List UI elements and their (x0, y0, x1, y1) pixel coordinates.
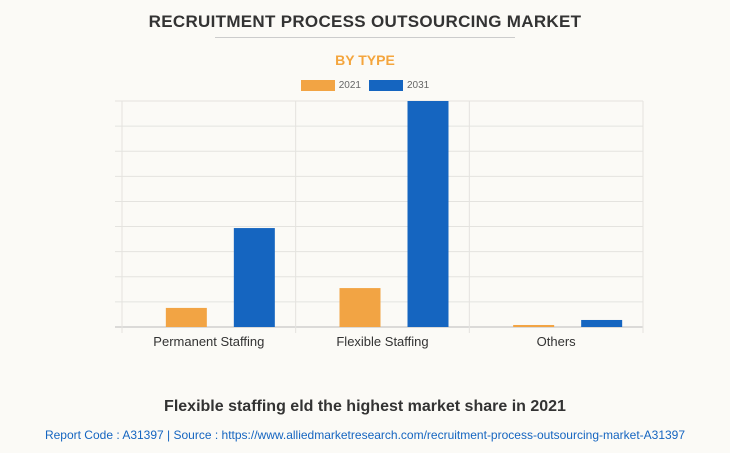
title-divider (215, 37, 515, 38)
legend-item-2021[interactable]: 2021 (300, 80, 361, 91)
x-tick-label: Flexible Staffing (336, 334, 428, 349)
legend-label: 2021 (338, 80, 361, 91)
chart-title: RECRUITMENT PROCESS OUTSOURCING MARKET (148, 12, 582, 31)
bar-2021-2 (513, 324, 555, 327)
bar-2031-0 (233, 228, 275, 327)
legend-swatch (369, 80, 403, 91)
bar-2021-1 (339, 288, 381, 327)
legend: 2021 2031 (0, 80, 730, 91)
x-tick-label: Permanent Staffing (153, 334, 264, 349)
legend-swatch (300, 80, 335, 91)
x-tick-label: Others (537, 334, 577, 349)
bar-2021-0 (165, 307, 207, 327)
bar-2031-1 (407, 101, 449, 327)
source-footer[interactable]: Report Code : A31397 | Source : https://… (44, 428, 686, 442)
legend-item-2031[interactable]: 2031 (369, 80, 429, 91)
bar-2031-2 (581, 319, 623, 327)
caption: Flexible staffing eld the highest market… (164, 398, 566, 415)
chart-subtitle: BY TYPE (335, 52, 395, 68)
legend-label: 2031 (407, 80, 430, 91)
